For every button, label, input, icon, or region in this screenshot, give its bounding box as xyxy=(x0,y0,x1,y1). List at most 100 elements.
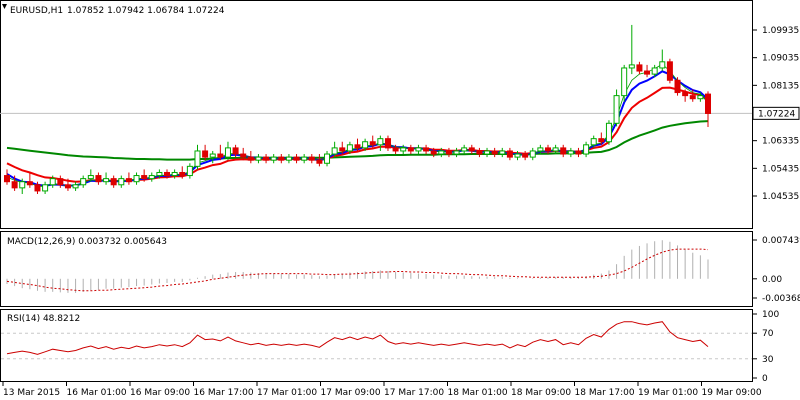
candle[interactable] xyxy=(651,64,658,78)
candle[interactable] xyxy=(308,154,315,164)
candle[interactable] xyxy=(644,64,651,78)
candle[interactable] xyxy=(87,169,94,182)
candle[interactable] xyxy=(26,172,33,188)
candle[interactable] xyxy=(415,144,422,155)
candle[interactable] xyxy=(103,172,110,185)
candle[interactable] xyxy=(544,144,551,155)
candle[interactable] xyxy=(11,175,18,191)
candle[interactable] xyxy=(247,150,254,164)
candle[interactable] xyxy=(362,138,369,151)
candle[interactable] xyxy=(628,24,635,75)
candle[interactable] xyxy=(171,169,178,179)
candle[interactable] xyxy=(42,181,49,195)
candle[interactable] xyxy=(575,147,582,158)
candle[interactable] xyxy=(392,144,399,155)
candle[interactable] xyxy=(590,135,597,148)
candle[interactable] xyxy=(110,175,117,188)
candle[interactable] xyxy=(255,154,262,164)
candle[interactable] xyxy=(598,132,605,145)
candle[interactable] xyxy=(316,154,323,167)
candle[interactable] xyxy=(605,120,612,145)
candle[interactable] xyxy=(224,141,231,161)
candle[interactable] xyxy=(423,144,430,155)
candle[interactable] xyxy=(240,147,247,161)
candle[interactable] xyxy=(583,141,590,158)
candle[interactable] xyxy=(270,154,277,164)
candle[interactable] xyxy=(377,135,384,151)
candle[interactable] xyxy=(552,144,559,155)
candle[interactable] xyxy=(666,58,673,84)
candle[interactable] xyxy=(682,89,689,102)
candle[interactable] xyxy=(156,169,163,179)
candle[interactable] xyxy=(453,147,460,158)
candle[interactable] xyxy=(354,138,361,151)
candle[interactable] xyxy=(34,181,41,195)
candle[interactable] xyxy=(19,178,26,195)
candle[interactable] xyxy=(263,154,270,164)
macd-panel[interactable]: 0.007439 0.00 -0.003682 MACD(12,26,9) 0.00… xyxy=(0,231,800,307)
rsi-panel-frame xyxy=(0,309,753,382)
candle[interactable] xyxy=(705,91,711,127)
candle[interactable] xyxy=(461,144,468,155)
candle[interactable] xyxy=(209,150,216,164)
candle[interactable] xyxy=(64,178,71,191)
candle[interactable] xyxy=(537,144,544,155)
candle[interactable] xyxy=(141,169,148,182)
candle[interactable] xyxy=(217,144,224,161)
chart-scroll-icon[interactable] xyxy=(2,4,7,9)
candle[interactable] xyxy=(567,147,574,158)
candle[interactable] xyxy=(369,135,376,148)
candle[interactable] xyxy=(202,144,209,161)
candle[interactable] xyxy=(232,144,239,158)
candle[interactable] xyxy=(57,175,64,188)
candle[interactable] xyxy=(125,172,132,185)
candle[interactable] xyxy=(514,150,521,161)
candle[interactable] xyxy=(331,141,338,158)
candle[interactable] xyxy=(697,92,704,102)
rsi-panel[interactable]: 100 70 30 0 RSI(14) 48.8212 xyxy=(0,309,780,385)
candle[interactable] xyxy=(674,77,681,96)
candle[interactable] xyxy=(179,166,186,179)
price-panel[interactable]: 1.09935 1.09035 1.08135 1.06335 1.05435 1.045… xyxy=(0,0,800,229)
candle[interactable] xyxy=(659,49,666,72)
candle[interactable] xyxy=(400,144,407,155)
candle[interactable] xyxy=(484,147,491,158)
candle[interactable] xyxy=(339,141,346,155)
candle[interactable] xyxy=(506,147,513,161)
candle[interactable] xyxy=(278,154,285,164)
candle[interactable] xyxy=(636,61,643,75)
candlesticks[interactable] xyxy=(4,24,711,195)
candle[interactable] xyxy=(194,144,201,170)
candle[interactable] xyxy=(80,175,87,188)
candle[interactable] xyxy=(4,169,10,185)
candle[interactable] xyxy=(468,144,475,155)
candle[interactable] xyxy=(186,163,193,179)
candle[interactable] xyxy=(285,154,292,164)
candle[interactable] xyxy=(499,147,506,158)
candle[interactable] xyxy=(522,150,529,161)
candle[interactable] xyxy=(445,147,452,158)
candle[interactable] xyxy=(133,172,140,185)
candle[interactable] xyxy=(689,89,696,102)
candle[interactable] xyxy=(148,172,155,182)
candle[interactable] xyxy=(49,175,56,188)
candle[interactable] xyxy=(430,147,437,158)
candle[interactable] xyxy=(384,135,391,151)
candle[interactable] xyxy=(476,147,483,158)
candle[interactable] xyxy=(438,147,445,158)
candle[interactable] xyxy=(164,169,171,179)
candle[interactable] xyxy=(529,147,536,161)
candle[interactable] xyxy=(346,141,353,155)
candle[interactable] xyxy=(491,147,498,158)
candle[interactable] xyxy=(95,172,102,185)
candle[interactable] xyxy=(293,154,300,164)
candle[interactable] xyxy=(407,144,414,155)
candle[interactable] xyxy=(621,64,628,102)
candle[interactable] xyxy=(72,181,79,191)
candle[interactable] xyxy=(301,154,308,164)
candle[interactable] xyxy=(118,175,125,188)
candle[interactable] xyxy=(324,150,331,167)
candle[interactable] xyxy=(613,89,620,127)
candle[interactable] xyxy=(560,144,567,158)
